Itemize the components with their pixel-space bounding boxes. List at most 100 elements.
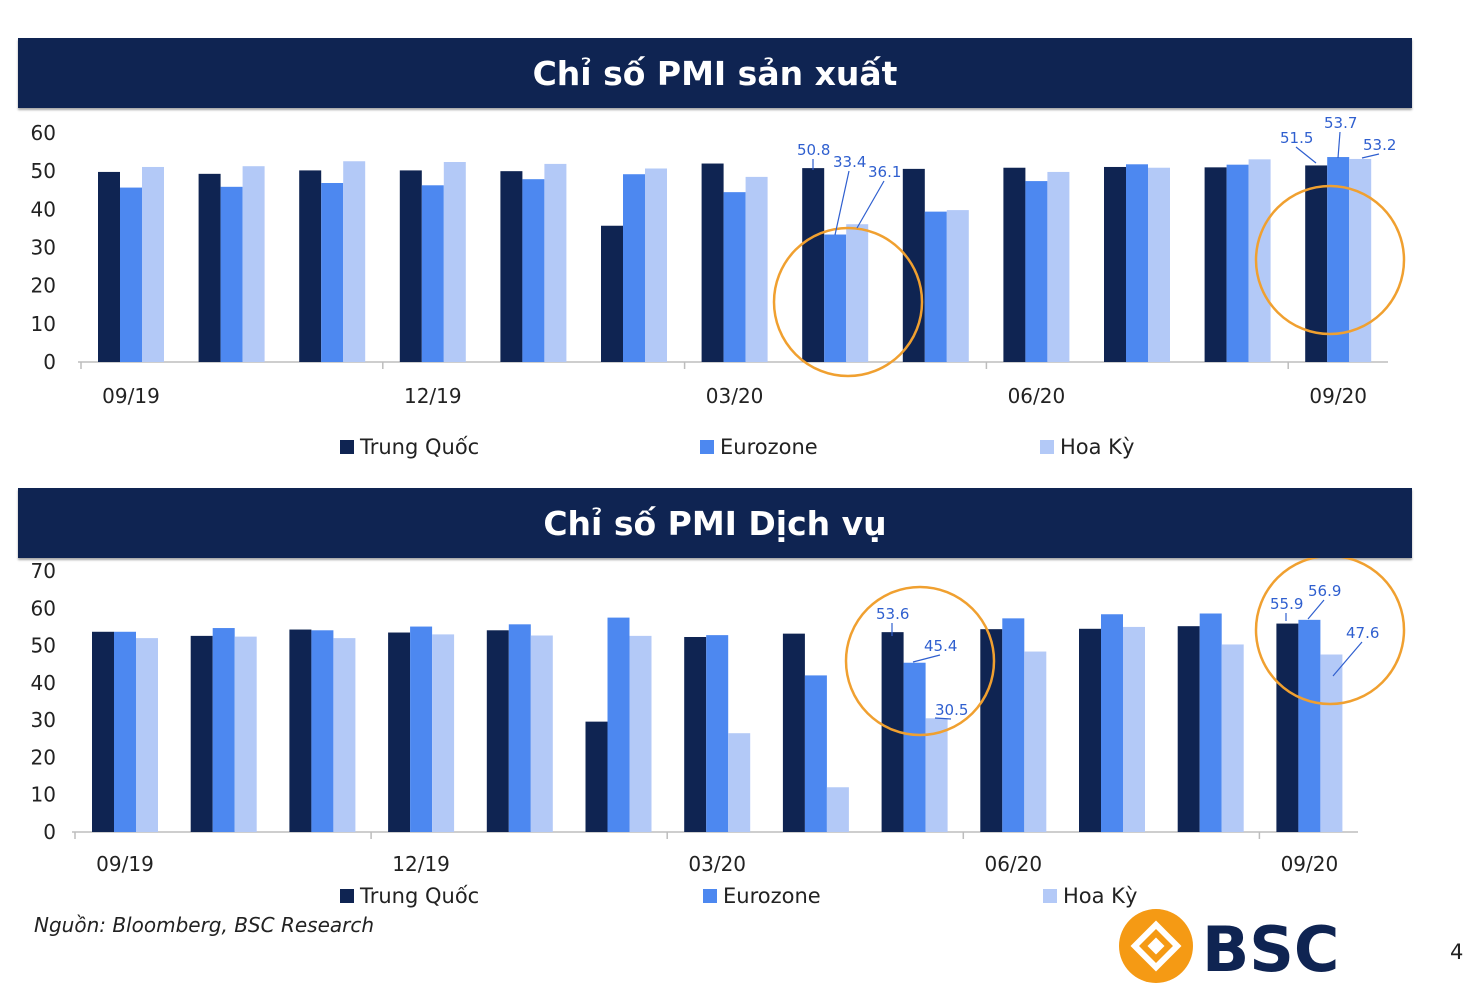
bar-11-19-series-2 <box>333 638 356 832</box>
data-label-leader <box>1332 641 1363 677</box>
legend-swatch <box>700 440 714 454</box>
data-label-leader <box>934 717 952 720</box>
bar-08-20-series-0 <box>1177 626 1200 832</box>
legend-swatch <box>340 889 354 903</box>
bsc-logo: BSC <box>1119 909 1339 986</box>
bar-11-19-series-0 <box>289 629 312 832</box>
chart-title-services: Chỉ số PMI Dịch vụ <box>18 488 1412 558</box>
bar-07-20-series-0 <box>1104 166 1126 362</box>
highlight-circle <box>1254 558 1406 706</box>
y-tick-label: 10 <box>31 783 56 807</box>
data-label: 51.5 <box>1280 129 1313 147</box>
bar-05-20-series-2 <box>925 718 948 832</box>
bar-02-20-series-1 <box>623 174 645 362</box>
legend-swatch <box>340 440 354 454</box>
bar-12-19-series-1 <box>421 185 444 362</box>
data-label: 50.8 <box>797 141 830 159</box>
data-label: 53.7 <box>1324 114 1357 132</box>
bar-07-20-series-2 <box>1123 626 1145 832</box>
source-note: Nguồn: Bloomberg, BSC Research <box>34 913 375 937</box>
y-tick-label: 70 <box>31 559 56 583</box>
x-tick-label: 09/20 <box>1281 852 1339 876</box>
legend-label: Trung Quốc <box>359 884 479 908</box>
bar-09-19-series-1 <box>114 631 136 832</box>
data-label: 33.4 <box>833 153 866 171</box>
y-tick-label: 40 <box>31 197 56 221</box>
bar-12-19-series-0 <box>399 170 422 362</box>
data-label: 45.4 <box>924 637 957 655</box>
data-label: 53.2 <box>1363 136 1396 154</box>
bar-02-20-series-2 <box>629 635 652 832</box>
highlight-circle <box>844 585 996 737</box>
bar-10-19-series-2 <box>234 636 257 832</box>
bar-10-19-series-0 <box>190 635 213 832</box>
y-tick-label: 20 <box>31 274 56 298</box>
bar-11-19-series-0 <box>299 170 322 362</box>
bar-03-20-series-0 <box>701 163 724 362</box>
bar-03-20-series-2 <box>728 733 751 832</box>
x-tick-label: 09/19 <box>96 852 154 876</box>
bar-02-20-series-0 <box>585 721 608 832</box>
bar-05-20-series-0 <box>902 168 925 362</box>
bar-08-20-series-1 <box>1226 164 1249 362</box>
bar-02-20-series-2 <box>645 168 667 362</box>
bar-06-20-series-0 <box>980 629 1003 832</box>
y-tick-label: 30 <box>31 236 56 260</box>
bar-09-19-series-1 <box>120 187 142 362</box>
bar-09-19-series-2 <box>142 166 164 362</box>
bar-11-19-series-1 <box>321 182 344 362</box>
bar-01-20-series-1 <box>508 624 531 832</box>
bar-05-20-series-2 <box>946 210 969 362</box>
y-tick-label: 50 <box>31 159 56 183</box>
data-label-leader <box>1295 146 1317 164</box>
bar-07-20-series-1 <box>1101 614 1123 832</box>
data-label-leader <box>834 170 850 236</box>
data-label: 56.9 <box>1308 582 1341 600</box>
page-number: 4 <box>1450 940 1464 964</box>
bar-06-20-series-0 <box>1003 167 1026 362</box>
bar-02-20-series-0 <box>601 225 623 362</box>
bar-09-20-series-0 <box>1305 165 1328 362</box>
bar-07-20-series-0 <box>1079 628 1101 832</box>
legend-swatch <box>1040 440 1054 454</box>
bar-09-20-series-2 <box>1349 158 1372 362</box>
y-tick-label: 0 <box>43 350 56 374</box>
y-tick-label: 30 <box>31 708 56 732</box>
bar-05-20-series-1 <box>924 211 947 362</box>
legend-label: Eurozone <box>720 435 818 459</box>
bar-03-20-series-1 <box>723 192 746 362</box>
bar-08-20-series-0 <box>1204 167 1227 362</box>
x-tick-label: 03/20 <box>706 384 764 408</box>
bar-12-19-series-0 <box>388 632 411 832</box>
legend-label: Hoa Kỳ <box>1063 884 1137 908</box>
bar-07-20-series-2 <box>1148 167 1170 362</box>
y-tick-label: 60 <box>31 121 56 145</box>
bar-08-20-series-2 <box>1248 159 1271 362</box>
bar-12-19-series-2 <box>432 634 455 832</box>
x-tick-label: 12/19 <box>392 852 450 876</box>
x-tick-label: 03/20 <box>688 852 746 876</box>
bar-10-19-series-2 <box>242 166 265 362</box>
y-tick-label: 20 <box>31 745 56 769</box>
bar-09-19-series-0 <box>92 631 114 832</box>
bar-04-20-series-1 <box>824 234 847 362</box>
data-label: 53.6 <box>876 605 909 623</box>
bar-06-20-series-1 <box>1002 618 1025 832</box>
bar-03-20-series-2 <box>745 176 768 362</box>
legend-label: Eurozone <box>723 884 821 908</box>
bar-02-20-series-1 <box>607 617 630 832</box>
data-label-leader <box>912 654 941 663</box>
data-label-leader <box>1337 131 1341 159</box>
data-label: 47.6 <box>1346 624 1379 642</box>
data-label: 30.5 <box>935 701 968 719</box>
bar-12-19-series-1 <box>410 626 433 832</box>
bar-01-20-series-0 <box>486 630 509 832</box>
legend-label: Trung Quốc <box>359 435 479 459</box>
bar-09-20-series-0 <box>1276 623 1299 832</box>
bar-04-20-series-0 <box>802 168 825 362</box>
bar-07-20-series-1 <box>1126 164 1148 362</box>
x-tick-label: 12/19 <box>404 384 462 408</box>
bar-09-20-series-2 <box>1320 654 1343 832</box>
data-label: 55.9 <box>1270 595 1303 613</box>
legend-swatch <box>1043 889 1057 903</box>
